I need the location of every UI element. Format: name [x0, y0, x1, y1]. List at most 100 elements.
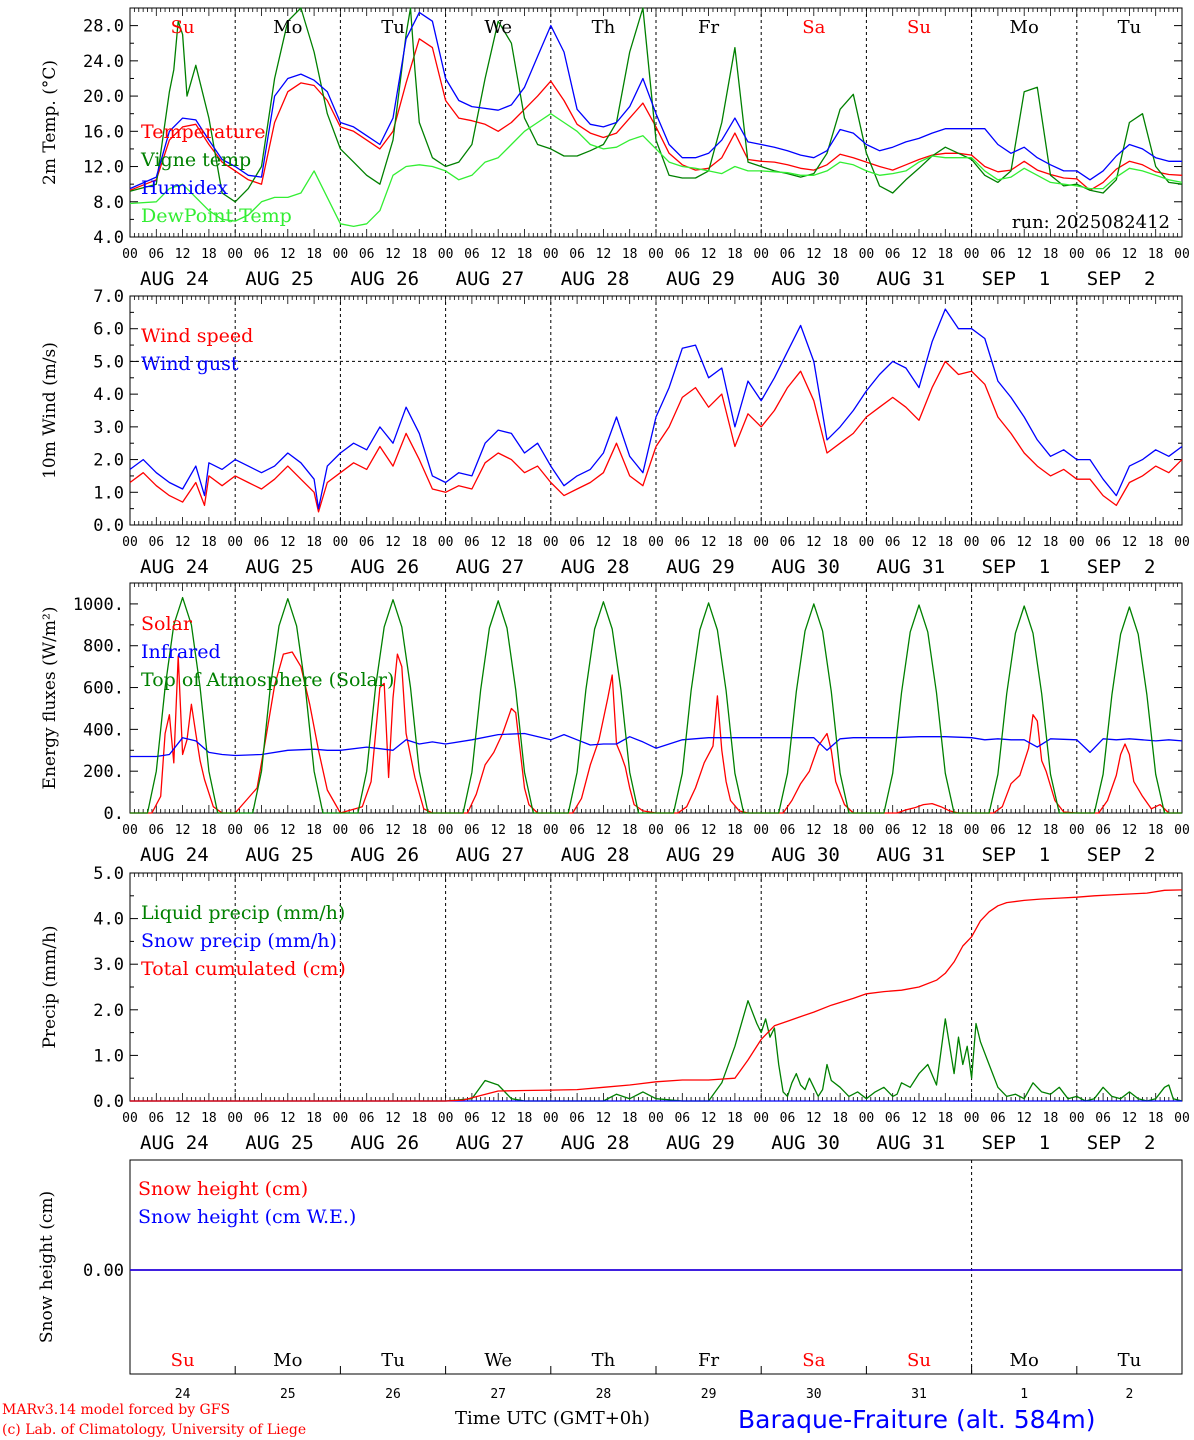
- hour-tick-label: 00: [438, 823, 454, 838]
- date-label: AUG 28: [561, 556, 630, 578]
- weekday-label: Su: [171, 1350, 195, 1371]
- legend-entry: DewPoint Temp: [141, 205, 292, 227]
- y-tick-label: 0.: [104, 804, 124, 824]
- weekday-label: Sa: [802, 17, 825, 38]
- hour-tick-label: 00: [438, 535, 454, 550]
- y-tick-label: 2.0: [93, 1001, 124, 1021]
- weekday-label: Tu: [381, 17, 405, 38]
- weekday-label: Mo: [273, 17, 302, 38]
- legend-entry: Total cumulated (cm): [141, 958, 346, 980]
- hour-tick-label: 06: [254, 823, 270, 838]
- hour-tick-label: 00: [859, 1111, 875, 1126]
- hour-tick-label: 06: [990, 823, 1006, 838]
- day-number-label: 28: [596, 1387, 612, 1402]
- y-tick-label: 3.0: [93, 418, 124, 438]
- hour-tick-label: 06: [1095, 1111, 1111, 1126]
- hour-tick-label: 18: [411, 247, 427, 262]
- hour-tick-label: 18: [832, 823, 848, 838]
- hour-tick-label: 06: [780, 247, 796, 262]
- date-label: AUG 25: [245, 844, 314, 866]
- hour-tick-label: 18: [1043, 1111, 1059, 1126]
- date-label: AUG 29: [666, 1132, 735, 1154]
- hour-tick-label: 00: [227, 247, 243, 262]
- hour-tick-label: 18: [1148, 823, 1164, 838]
- hour-tick-label: 06: [885, 1111, 901, 1126]
- hour-tick-label: 06: [148, 247, 164, 262]
- hour-tick-label: 00: [543, 823, 559, 838]
- hour-tick-label: 06: [569, 823, 585, 838]
- y-axis-title: Snow height (cm): [37, 1191, 57, 1343]
- hour-tick-label: 00: [438, 1111, 454, 1126]
- hour-tick-label: 18: [622, 247, 638, 262]
- hour-tick-label: 06: [359, 1111, 375, 1126]
- hour-tick-label: 18: [727, 535, 743, 550]
- y-tick-label: 24.0: [83, 52, 124, 72]
- y-tick-label: 16.0: [83, 122, 124, 142]
- date-label: SEP 2: [1087, 556, 1156, 578]
- day-number-label: 27: [490, 1387, 506, 1402]
- y-axis-title: 2m Temp. (°C): [40, 60, 60, 185]
- infrared-line: [130, 732, 1183, 758]
- weekday-label: We: [484, 1350, 512, 1371]
- date-label: SEP 1: [982, 844, 1051, 866]
- hour-tick-label: 00: [438, 247, 454, 262]
- hour-tick-label: 18: [306, 535, 322, 550]
- hour-tick-label: 06: [569, 1111, 585, 1126]
- legend-entry: Wind gust: [141, 353, 239, 375]
- hour-tick-label: 06: [254, 1111, 270, 1126]
- legend-entry: Humidex: [141, 177, 228, 199]
- hour-tick-label: 12: [806, 247, 822, 262]
- hour-tick-label: 00: [1069, 823, 1085, 838]
- hour-tick-label: 18: [201, 535, 217, 550]
- hour-tick-label: 18: [411, 535, 427, 550]
- date-label: SEP 2: [1087, 1132, 1156, 1154]
- vigne-temp-line: [129, 7, 1183, 203]
- hour-tick-label: 00: [964, 823, 980, 838]
- hour-tick-label: 00: [753, 823, 769, 838]
- date-label: AUG 26: [350, 1132, 419, 1154]
- hour-tick-label: 00: [333, 823, 349, 838]
- weekday-label: Mo: [1010, 17, 1039, 38]
- hour-tick-label: 00: [333, 1111, 349, 1126]
- hour-tick-label: 06: [359, 535, 375, 550]
- weekday-label: Su: [171, 17, 195, 38]
- y-tick-label: 0.0: [93, 516, 124, 536]
- legend-entry: Liquid precip (mm/h): [141, 902, 345, 924]
- hour-tick-label: 12: [806, 1111, 822, 1126]
- hour-tick-label: 12: [385, 247, 401, 262]
- y-tick-label: 8.0: [93, 193, 124, 213]
- wind-speed-line: [129, 360, 1183, 513]
- y-tick-label: 4.0: [93, 228, 124, 248]
- hour-tick-label: 12: [1016, 1111, 1032, 1126]
- hour-tick-label: 12: [280, 1111, 296, 1126]
- hour-tick-label: 00: [753, 247, 769, 262]
- y-tick-label: 1.0: [93, 483, 124, 503]
- hour-tick-label: 00: [227, 1111, 243, 1126]
- hour-tick-label: 06: [148, 1111, 164, 1126]
- hour-tick-label: 06: [674, 535, 690, 550]
- y-axis-title: Precip (mm/h): [40, 925, 60, 1048]
- weekday-label: Tu: [381, 1350, 405, 1371]
- hour-tick-label: 06: [148, 823, 164, 838]
- hour-tick-label: 06: [569, 247, 585, 262]
- model-credit: MARv3.14 model forced by GFS: [2, 1402, 230, 1418]
- hour-tick-label: 12: [490, 1111, 506, 1126]
- wind-gust-line: [129, 308, 1183, 510]
- hour-tick-label: 12: [701, 1111, 717, 1126]
- date-label: AUG 31: [876, 844, 945, 866]
- date-label: AUG 28: [561, 844, 630, 866]
- wind-panel: 0.0 1.0 2.0 3.0 4.0 5.0 6.0 7.0 10m Wind (m/s) Wi…: [40, 287, 1190, 578]
- hour-tick-label: 06: [990, 1111, 1006, 1126]
- date-label: AUG 29: [666, 268, 735, 290]
- y-tick-label: 5.0: [93, 864, 124, 884]
- hour-tick-label: 18: [832, 247, 848, 262]
- hour-tick-label: 12: [175, 247, 191, 262]
- date-label: AUG 30: [771, 1132, 840, 1154]
- weekday-label: Fr: [698, 1350, 719, 1371]
- station-name: Baraque-Fraiture (alt. 584m): [738, 1405, 1096, 1434]
- date-label: AUG 26: [350, 556, 419, 578]
- weekday-label: Su: [907, 17, 931, 38]
- hour-tick-label: 00: [964, 247, 980, 262]
- hour-tick-label: 18: [622, 535, 638, 550]
